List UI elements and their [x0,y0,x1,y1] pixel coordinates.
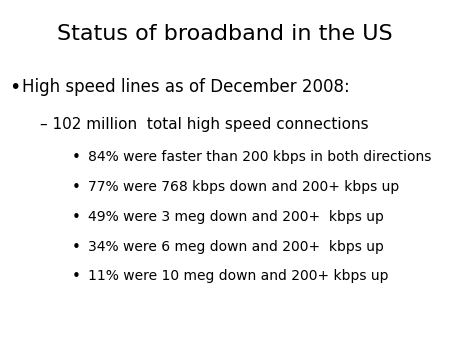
Text: •: • [72,150,81,165]
Text: 11% were 10 meg down and 200+ kbps up: 11% were 10 meg down and 200+ kbps up [88,269,388,283]
Text: •: • [72,210,81,225]
Text: High speed lines as of December 2008:: High speed lines as of December 2008: [22,78,350,96]
Text: 77% were 768 kbps down and 200+ kbps up: 77% were 768 kbps down and 200+ kbps up [88,180,399,194]
Text: •: • [72,240,81,255]
Text: •: • [72,269,81,284]
Text: •: • [72,180,81,195]
Text: Status of broadband in the US: Status of broadband in the US [57,24,393,44]
Text: – 102 million  total high speed connections: – 102 million total high speed connectio… [40,117,369,131]
Text: 34% were 6 meg down and 200+  kbps up: 34% were 6 meg down and 200+ kbps up [88,240,383,254]
Text: 49% were 3 meg down and 200+  kbps up: 49% were 3 meg down and 200+ kbps up [88,210,383,224]
Text: 84% were faster than 200 kbps in both directions: 84% were faster than 200 kbps in both di… [88,150,431,164]
Text: •: • [9,78,20,97]
